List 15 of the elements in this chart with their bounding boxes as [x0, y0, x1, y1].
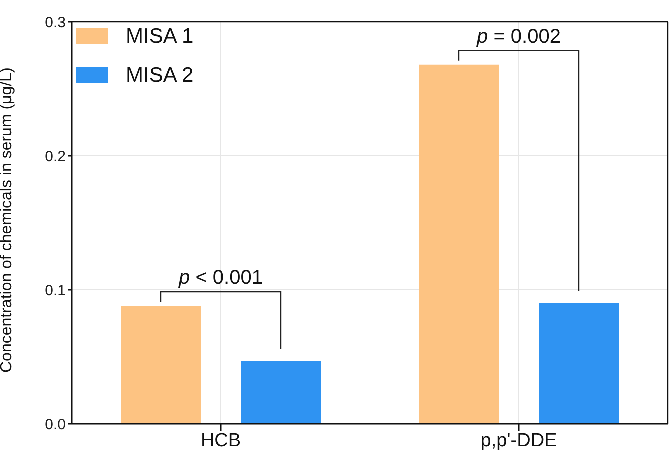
- legend-label: MISA 2: [126, 64, 194, 87]
- annotation: p < 0.001: [178, 267, 263, 290]
- x-tick-label: p,p'-DDE: [480, 430, 558, 452]
- bar: [539, 303, 619, 424]
- annotation: p = 0.002: [476, 26, 561, 48]
- x-tick-label: HCB: [200, 430, 242, 452]
- y-tick-label: 0.0: [45, 416, 66, 434]
- y-tick-label: 0.2: [45, 148, 66, 166]
- y-tick-label: 0.1: [45, 282, 66, 300]
- y-tick-label: 0.3: [45, 14, 66, 32]
- legend-label: MISA 1: [126, 25, 194, 48]
- bar: [241, 361, 321, 424]
- y-axis-title: Concentration of chemicals in serum (μg/L): [0, 68, 16, 373]
- bar: [121, 306, 201, 424]
- bar: [419, 64, 499, 424]
